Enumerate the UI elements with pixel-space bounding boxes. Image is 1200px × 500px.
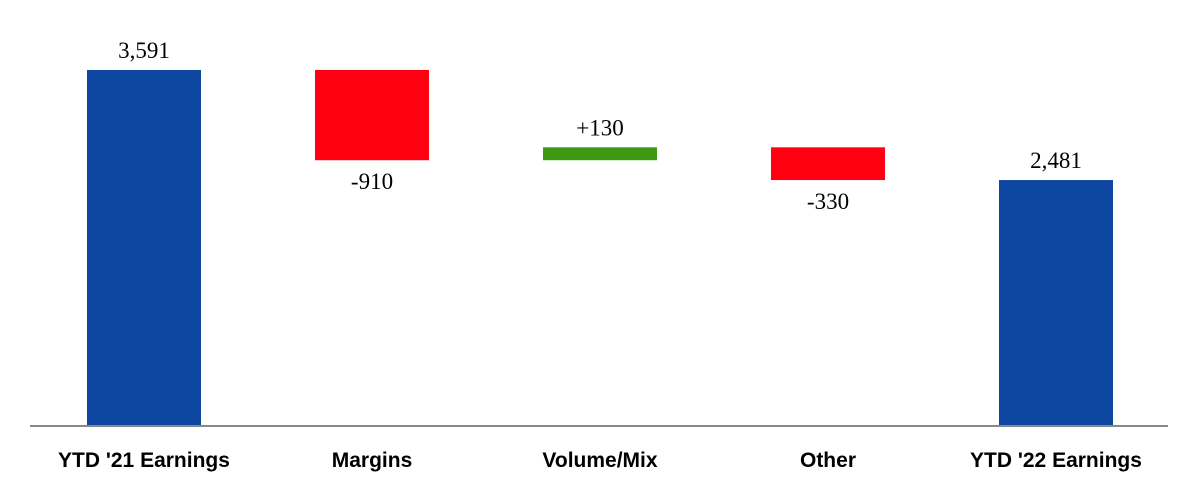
- bar-1: [87, 70, 201, 426]
- category-label-5: YTD '22 Earnings: [970, 449, 1142, 472]
- bar-3: [543, 147, 657, 161]
- category-label-1: YTD '21 Earnings: [58, 449, 230, 472]
- value-labels-group: 3,591 -910 +130 -330 2,481: [118, 38, 1082, 214]
- value-label-3: +130: [576, 115, 623, 140]
- bars-group: [87, 70, 1113, 426]
- value-label-2: -910: [351, 169, 393, 194]
- category-label-2: Margins: [332, 449, 413, 472]
- category-labels-group: YTD '21 Earnings Margins Volume/Mix Other YT…: [58, 449, 1142, 472]
- value-label-5: 2,481: [1030, 148, 1082, 173]
- value-label-4: -330: [807, 189, 849, 214]
- bar-2: [315, 70, 429, 161]
- category-label-3: Volume/Mix: [542, 449, 657, 472]
- value-label-1: 3,591: [118, 38, 170, 63]
- category-label-4: Other: [800, 449, 856, 472]
- bar-4: [771, 147, 885, 181]
- bar-5: [999, 180, 1113, 426]
